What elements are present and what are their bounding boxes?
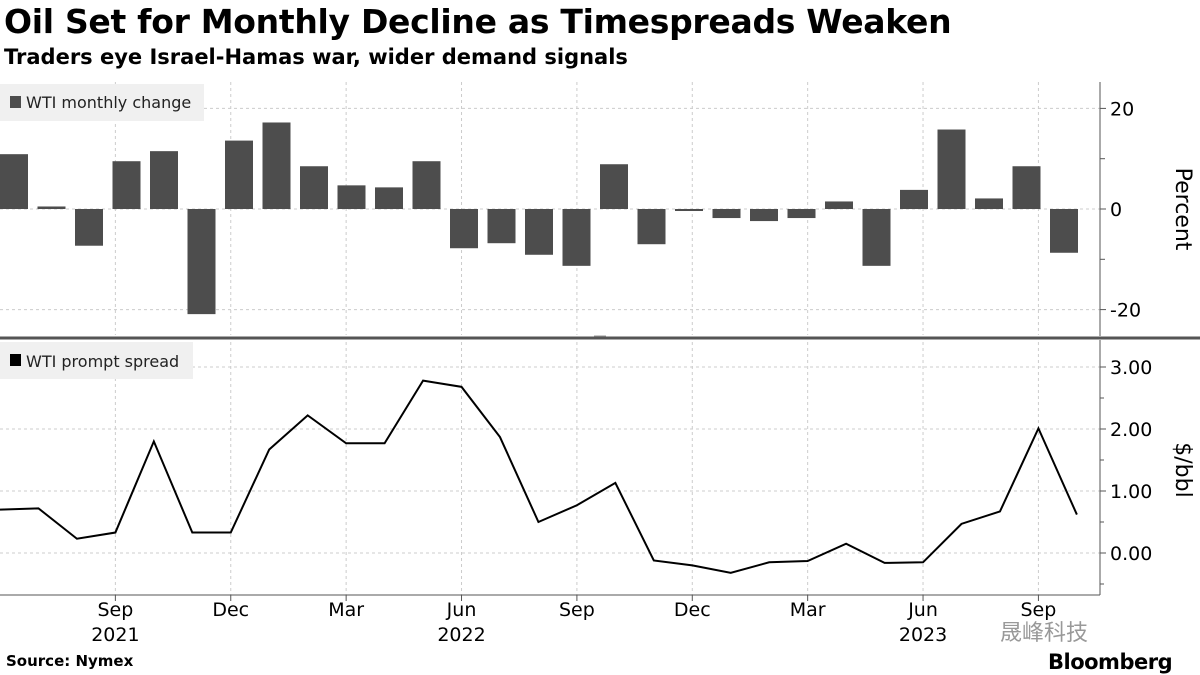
x-tick-label: Mar xyxy=(328,599,364,621)
x-tick-label: Jun xyxy=(907,599,938,621)
source-note: Source: Nymex xyxy=(6,652,134,670)
bar xyxy=(75,209,103,246)
bar xyxy=(375,187,403,209)
bar xyxy=(187,209,216,315)
bar xyxy=(300,166,328,209)
y-axis-label: Percent xyxy=(1170,168,1195,251)
x-tick-label: Sep xyxy=(97,599,133,621)
bar xyxy=(0,154,28,209)
x-year-label: 2023 xyxy=(899,624,947,646)
bar xyxy=(262,122,291,209)
legend-swatch xyxy=(10,96,21,108)
bar xyxy=(825,201,853,209)
bar xyxy=(337,185,366,209)
y-tick-label: 2.00 xyxy=(1110,419,1152,441)
legend-box xyxy=(0,84,204,121)
bar xyxy=(675,209,703,212)
bar xyxy=(150,151,178,209)
y-tick-label: 20 xyxy=(1110,98,1134,120)
x-tick-label: Mar xyxy=(790,599,826,621)
bar xyxy=(562,209,591,266)
x-tick-label: Jun xyxy=(446,599,477,621)
chart-subtitle: Traders eye Israel-Hamas war, wider dema… xyxy=(4,45,628,69)
legend-label: WTI prompt spread xyxy=(26,352,179,371)
bar xyxy=(937,129,966,209)
bar xyxy=(1050,209,1078,253)
x-year-label: 2022 xyxy=(437,624,485,646)
bar xyxy=(450,209,478,249)
bar xyxy=(525,209,553,255)
chart-title: Oil Set for Monthly Decline as Timesprea… xyxy=(4,2,952,41)
y-tick-label: -20 xyxy=(1110,300,1141,322)
legend-box xyxy=(0,342,193,379)
bar xyxy=(787,209,816,219)
bar xyxy=(412,161,441,209)
bar xyxy=(637,209,666,245)
y-tick-label: 0.00 xyxy=(1110,543,1152,565)
bar xyxy=(600,164,628,209)
legend-swatch xyxy=(10,354,21,366)
bar xyxy=(37,206,66,209)
y-tick-label: 3.00 xyxy=(1110,357,1152,379)
x-tick-label: Sep xyxy=(1021,599,1057,621)
bar xyxy=(862,209,891,266)
series-line xyxy=(0,379,1078,574)
bar xyxy=(712,209,741,219)
bar xyxy=(487,209,516,244)
y-axis-label: $/bbl xyxy=(1170,442,1195,497)
bloomberg-logo: Bloomberg xyxy=(1048,650,1173,674)
watermark: 晟峰科技 xyxy=(1000,621,1089,646)
bar xyxy=(750,209,778,222)
bar xyxy=(225,140,253,209)
bar xyxy=(112,161,141,209)
bar xyxy=(975,198,1003,209)
y-tick-label: 0 xyxy=(1110,199,1122,221)
bar xyxy=(1012,166,1041,209)
x-year-label: 2021 xyxy=(91,624,139,646)
x-tick-label: Sep xyxy=(559,599,595,621)
x-tick-label: Dec xyxy=(212,599,249,621)
x-tick-label: Dec xyxy=(674,599,711,621)
legend-label: WTI monthly change xyxy=(26,93,191,112)
bar xyxy=(900,189,928,209)
y-tick-label: 1.00 xyxy=(1110,481,1152,503)
